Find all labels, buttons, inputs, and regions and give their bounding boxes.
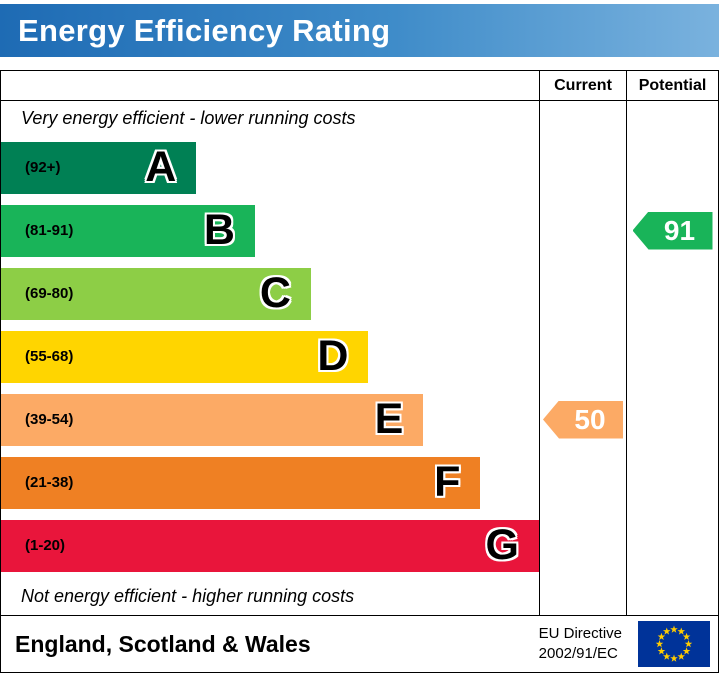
- current-column-header: Current: [539, 71, 626, 100]
- potential-cell-empty: [626, 262, 718, 325]
- band-row-c: (69-80) C: [1, 262, 718, 325]
- potential-column-header: Potential: [626, 71, 718, 100]
- potential-cell: 91: [626, 199, 718, 262]
- current-rating-pointer: 50: [543, 400, 623, 439]
- band-bar-g: (1-20) G: [1, 519, 539, 572]
- band-range-label: (81-91): [25, 222, 74, 239]
- eu-directive-line2: 2002/91/EC: [538, 645, 618, 662]
- band-range-label: (55-68): [25, 348, 74, 365]
- band-bar-a: (92+) A: [1, 141, 197, 194]
- bottom-note: Not energy efficient - higher running co…: [21, 585, 355, 606]
- band-letter: G: [485, 521, 519, 569]
- band-row-f: (21-38) F: [1, 451, 718, 514]
- potential-rating-pointer: 91: [632, 211, 713, 250]
- rating-chart: Current Potential Very energy efficient …: [0, 70, 719, 616]
- band-range-label: (21-38): [25, 474, 74, 491]
- band-letter: F: [434, 458, 461, 506]
- region-label: England, Scotland & Wales: [15, 630, 311, 657]
- eu-directive-text: EU Directive 2002/91/EC: [539, 624, 622, 665]
- potential-cell-empty: [626, 136, 718, 199]
- band-range-label: (92+): [25, 159, 61, 176]
- column-header-spacer: [1, 71, 539, 100]
- potential-cell-empty: [626, 388, 718, 451]
- band-bar-e: (39-54) E: [1, 393, 424, 446]
- current-cell-empty: [539, 136, 626, 199]
- band-letter: B: [203, 206, 235, 254]
- potential-cell-empty: [626, 325, 718, 388]
- band-bar-f: (21-38) F: [1, 456, 481, 509]
- band-bar-d: (55-68) D: [1, 330, 369, 383]
- current-cell-empty: [539, 101, 626, 136]
- band-letter: A: [145, 143, 177, 191]
- epc-chart: Energy Efficiency Rating Current Potenti…: [0, 4, 719, 673]
- band-row-d: (55-68) D: [1, 325, 718, 388]
- band-letter: D: [317, 332, 349, 380]
- current-cell: 50: [539, 388, 626, 451]
- top-note-row: Very energy efficient - lower running co…: [1, 101, 718, 136]
- current-cell-empty: [539, 325, 626, 388]
- band-bar-c: (69-80) C: [1, 267, 311, 320]
- column-header-row: Current Potential: [1, 71, 718, 101]
- current-cell-empty: [539, 199, 626, 262]
- band-range-label: (39-54): [25, 411, 74, 428]
- potential-cell-empty: [626, 514, 718, 577]
- band-row-b: (81-91) B 91: [1, 199, 718, 262]
- band-row-a: (92+) A: [1, 136, 718, 199]
- potential-cell-empty: [626, 451, 718, 514]
- page-title: Energy Efficiency Rating: [18, 12, 391, 48]
- eu-flag-icon: [638, 621, 710, 667]
- title-banner: Energy Efficiency Rating: [0, 4, 719, 57]
- footer: England, Scotland & Wales EU Directive 2…: [0, 616, 719, 673]
- potential-cell-empty: [626, 101, 718, 136]
- current-cell-empty: [539, 577, 626, 615]
- potential-cell-empty: [626, 577, 718, 615]
- band-letter: C: [259, 269, 291, 317]
- band-row-e: (39-54) E 50: [1, 388, 718, 451]
- current-cell-empty: [539, 451, 626, 514]
- eu-directive-line1: EU Directive: [538, 624, 622, 642]
- current-cell-empty: [539, 514, 626, 577]
- top-note: Very energy efficient - lower running co…: [21, 108, 356, 128]
- bottom-note-row: Not energy efficient - higher running co…: [1, 577, 718, 615]
- band-bar-b: (81-91) B: [1, 204, 255, 257]
- current-cell-empty: [539, 262, 626, 325]
- band-row-g: (1-20) G: [1, 514, 718, 577]
- band-range-label: (69-80): [25, 285, 74, 302]
- band-range-label: (1-20): [25, 537, 66, 554]
- band-letter: E: [374, 395, 404, 443]
